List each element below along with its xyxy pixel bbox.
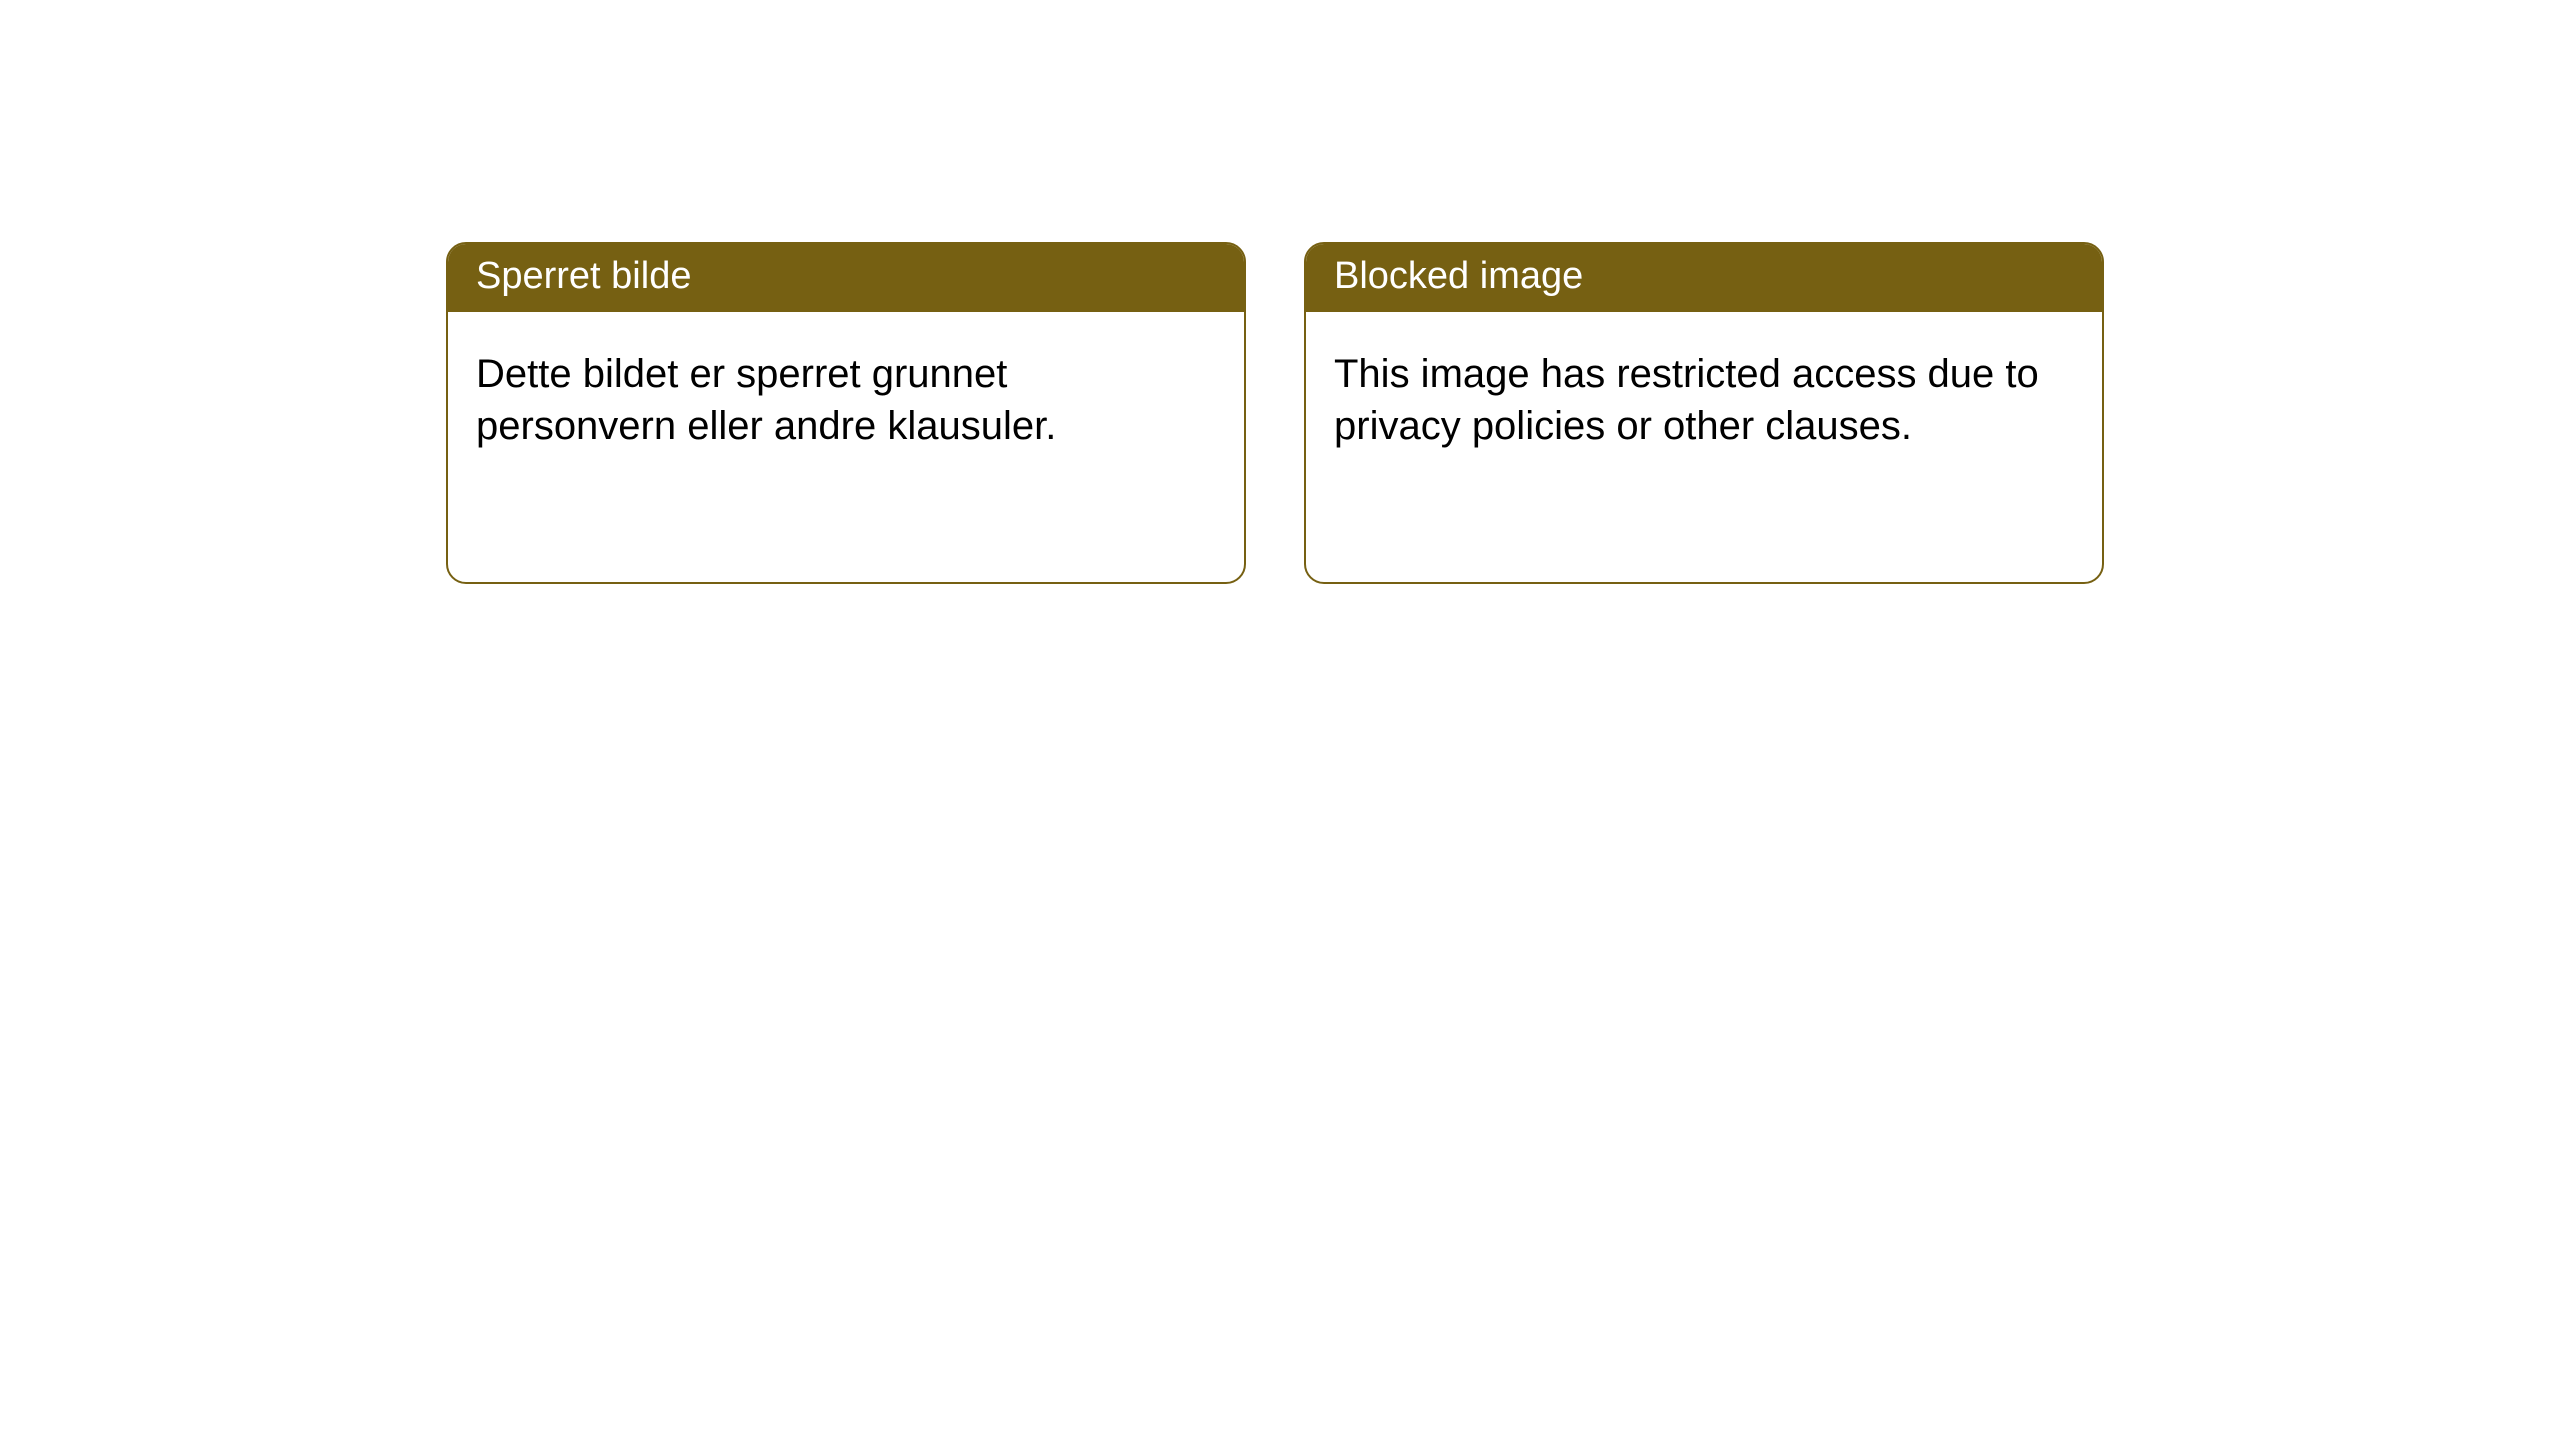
notice-card-header: Blocked image [1306,244,2102,312]
notice-card-body: Dette bildet er sperret grunnet personve… [448,312,1244,582]
notice-card-header: Sperret bilde [448,244,1244,312]
notice-cards-container: Sperret bilde Dette bildet er sperret gr… [0,0,2560,584]
notice-card-english: Blocked image This image has restricted … [1304,242,2104,584]
notice-card-body: This image has restricted access due to … [1306,312,2102,582]
notice-card-norwegian: Sperret bilde Dette bildet er sperret gr… [446,242,1246,584]
